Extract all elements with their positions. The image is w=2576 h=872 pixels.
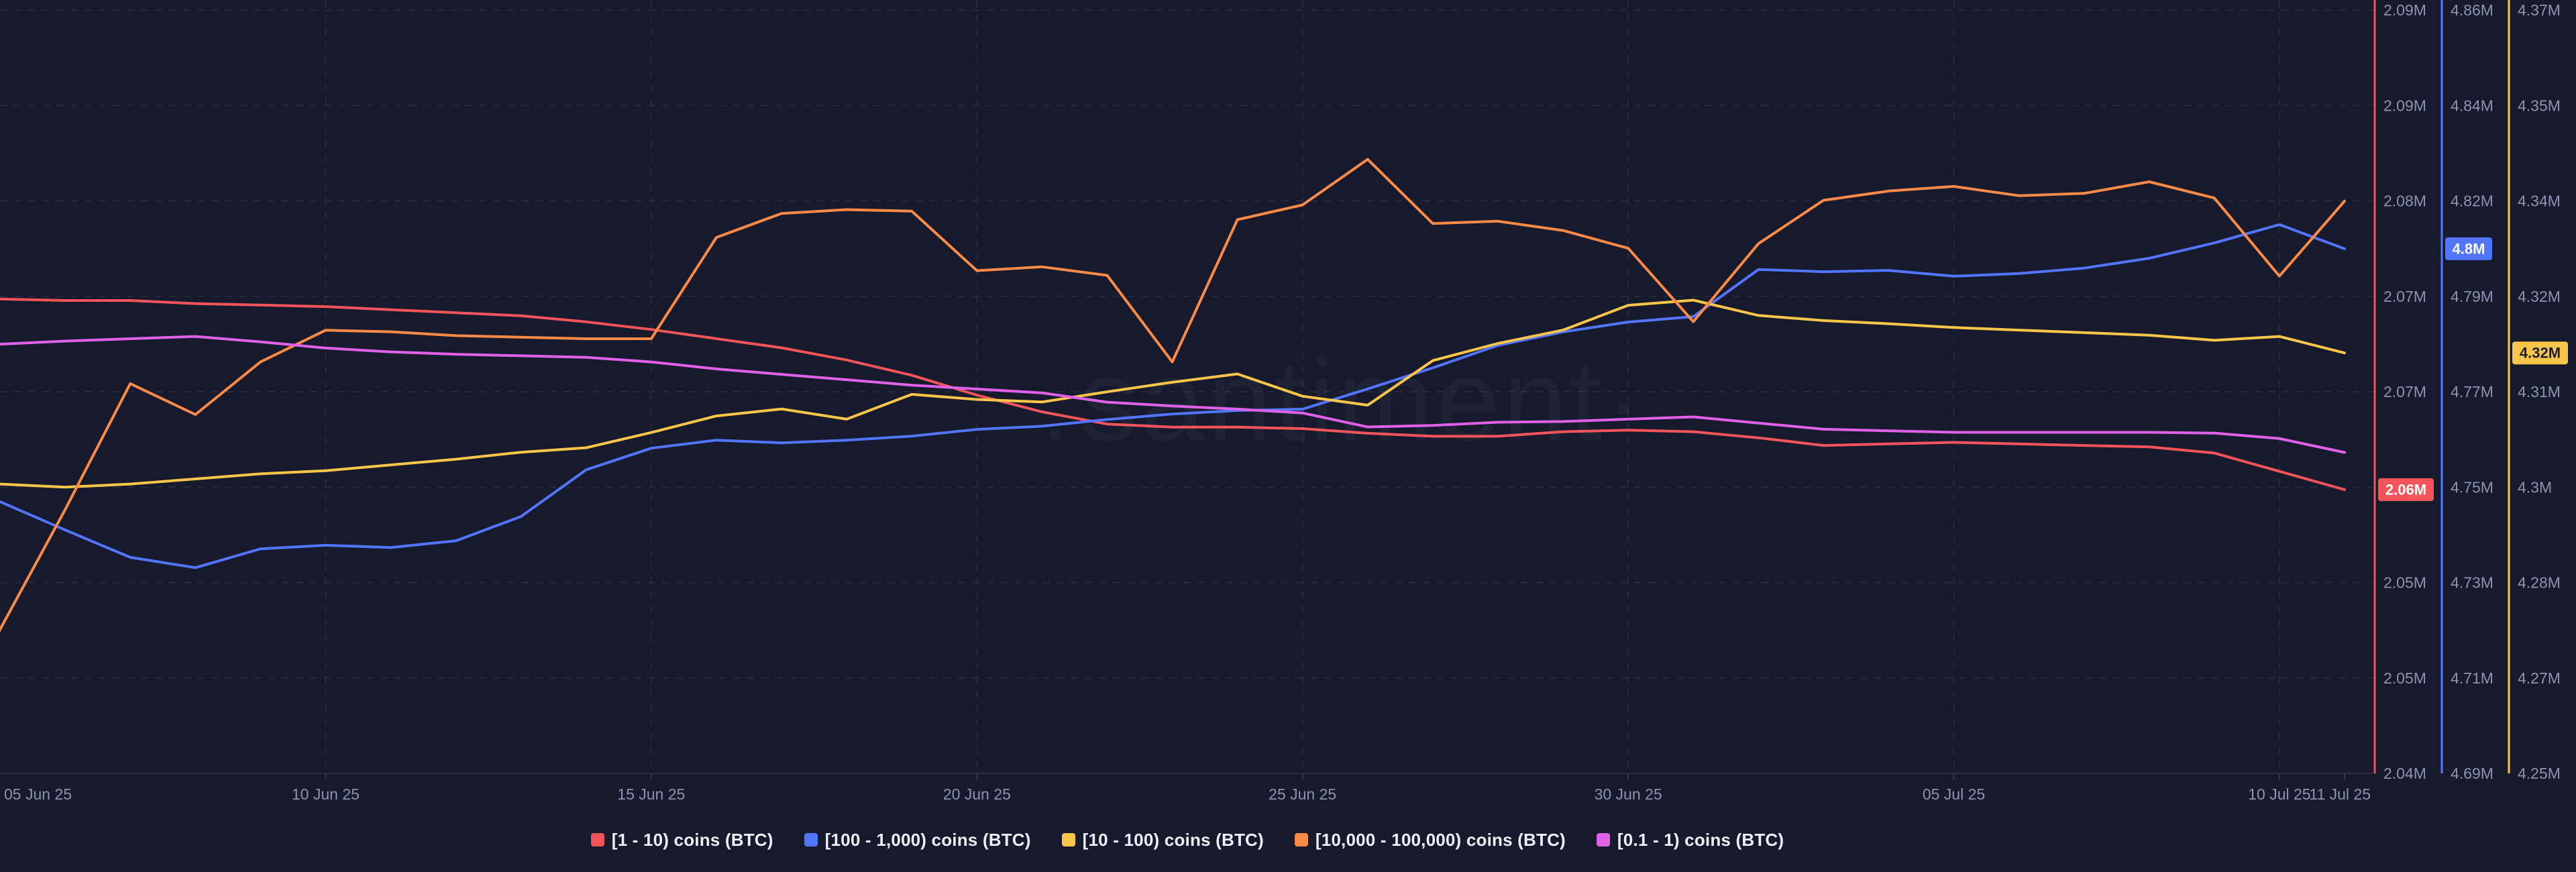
x-axis-label: 10 Jul 25 xyxy=(2248,785,2310,803)
current-value-badge-label-10-100: 4.32M xyxy=(2520,345,2561,362)
watermark: santiment· xyxy=(1080,336,1646,465)
series-line-10000-100000 xyxy=(0,158,2346,633)
y-tick-label-blue: 4.75M xyxy=(2451,478,2493,496)
y-tick-label-red: 2.07M xyxy=(2383,288,2426,305)
y-tick-label-blue: 4.77M xyxy=(2451,383,2493,400)
y-tick-label-red: 2.07M xyxy=(2383,383,2426,400)
x-axis-label: 25 Jun 25 xyxy=(1269,785,1336,803)
series-line-1-10 xyxy=(0,297,2346,491)
y-tick-label-blue: 4.82M xyxy=(2451,193,2493,210)
legend-item-0.1-1[interactable]: [0.1 - 1) coins (BTC) xyxy=(1596,829,1784,851)
x-axis-label: 05 Jun 25 xyxy=(4,785,72,803)
x-axis-label: 10 Jun 25 xyxy=(292,785,360,803)
y-tick-label-yellow: 4.27M xyxy=(2518,669,2561,687)
legend-item-10-100[interactable]: [10 - 100) coins (BTC) xyxy=(1061,829,1264,851)
legend-label: [10,000 - 100,000) coins (BTC) xyxy=(1315,829,1566,850)
current-value-badge-label-1-10: 2.06M xyxy=(2385,482,2426,498)
legend-item-100-1000[interactable]: [100 - 1,000) coins (BTC) xyxy=(804,830,1031,851)
series-line-100-1000 xyxy=(0,223,2346,569)
watermark-dot xyxy=(1050,429,1061,440)
legend-swatch-icon xyxy=(590,833,604,847)
legend-label: [1 - 10) coins (BTC) xyxy=(611,829,773,850)
legend-label: [100 - 1,000) coins (BTC) xyxy=(824,829,1031,850)
legend-item-10000-100000[interactable]: [10,000 - 100,000) coins (BTC) xyxy=(1294,829,1566,851)
legend-swatch-icon xyxy=(1294,833,1308,847)
legend-swatch-icon xyxy=(804,833,818,847)
current-value-badge-10-100 xyxy=(2512,341,2568,365)
y-tick-label-yellow: 4.35M xyxy=(2518,97,2561,114)
legend-item-1-10[interactable]: [1 - 10) coins (BTC) xyxy=(590,829,773,851)
y-tick-label-blue: 4.79M xyxy=(2451,288,2493,305)
series-line-10-100 xyxy=(0,298,2346,489)
legend-swatch-icon xyxy=(1061,833,1075,847)
x-axis-label: 30 Jun 25 xyxy=(1595,785,1662,803)
y-tick-label-red: 2.05M xyxy=(2383,669,2426,687)
y-tick-label-yellow: 4.37M xyxy=(2518,1,2561,19)
legend-swatch-icon xyxy=(1596,833,1610,847)
y-tick-label-red: 2.09M xyxy=(2383,1,2426,19)
x-axis-label: 15 Jun 25 xyxy=(617,785,685,803)
current-value-badge-100-1000 xyxy=(2445,237,2492,260)
y-tick-label-red: 2.04M xyxy=(2383,765,2426,782)
y-tick-label-yellow: 4.3M xyxy=(2518,478,2552,496)
y-tick-label-yellow: 4.25M xyxy=(2518,765,2561,782)
series-line-0.1-1 xyxy=(0,335,2346,454)
current-value-badge-1-10 xyxy=(2378,478,2434,501)
y-tick-label-yellow: 4.28M xyxy=(2518,574,2561,592)
y-tick-label-yellow: 4.32M xyxy=(2518,288,2561,305)
x-axis-label: 11 Jul 25 xyxy=(2309,785,2371,803)
x-axis-label: 05 Jul 25 xyxy=(1923,785,1985,803)
y-tick-label-blue: 4.71M xyxy=(2451,669,2493,687)
y-tick-label-blue: 4.73M xyxy=(2451,574,2493,592)
legend-label: [0.1 - 1) coins (BTC) xyxy=(1617,829,1784,850)
y-tick-label-yellow: 4.31M xyxy=(2518,383,2561,400)
current-value-badge-label-100-1000: 4.8M xyxy=(2453,240,2485,257)
legend: [1 - 10) coins (BTC) [100 - 1,000) coins … xyxy=(0,825,2375,855)
y-tick-label-red: 2.09M xyxy=(2383,97,2426,114)
x-axis-label: 20 Jun 25 xyxy=(943,785,1011,803)
y-tick-label-blue: 4.84M xyxy=(2451,97,2493,114)
y-tick-label-blue: 4.86M xyxy=(2451,1,2493,19)
legend-label: [10 - 100) coins (BTC) xyxy=(1082,829,1264,850)
y-tick-label-yellow: 4.34M xyxy=(2518,193,2561,210)
y-tick-label-blue: 4.69M xyxy=(2451,765,2493,782)
y-tick-label-red: 2.08M xyxy=(2383,193,2426,210)
y-tick-label-red: 2.05M xyxy=(2383,574,2426,592)
